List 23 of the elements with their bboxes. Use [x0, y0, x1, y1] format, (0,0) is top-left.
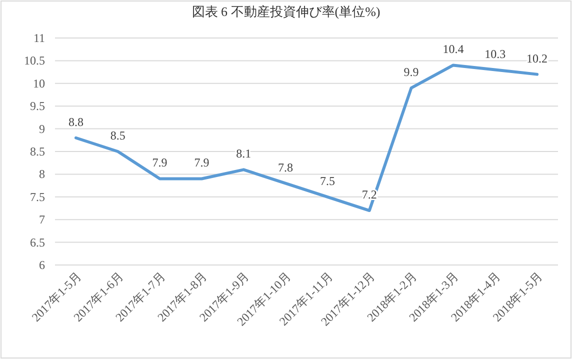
y-tick-label: 8.5 [30, 144, 45, 158]
data-label: 8.8 [68, 114, 84, 129]
data-label: 7.8 [278, 160, 294, 174]
data-label: 7.9 [194, 156, 210, 170]
data-label: 8.5 [110, 128, 126, 142]
y-tick-label: 9 [39, 122, 45, 136]
y-tick-label: 8 [39, 167, 45, 182]
y-tick-label: 9.5 [30, 99, 45, 114]
data-label: 10.2 [526, 51, 548, 66]
data-label: 9.9 [404, 64, 419, 79]
data-label: 10.4 [442, 42, 464, 56]
chart-title: 図表 6 不動産投資伸び率(単位%) [192, 4, 380, 19]
y-tick-label: 11 [33, 31, 45, 45]
y-tick-label: 6 [39, 258, 45, 272]
data-label: 8.1 [236, 146, 252, 161]
data-label: 7.9 [152, 156, 168, 170]
y-tick-label: 6.5 [30, 235, 45, 250]
data-label: 7.5 [320, 174, 335, 188]
y-tick-label: 10 [33, 76, 45, 90]
y-tick-label: 7.5 [30, 190, 45, 204]
y-tick-label: 10.5 [24, 54, 45, 68]
data-label: 10.3 [484, 46, 506, 61]
y-tick-label: 7 [39, 212, 45, 227]
